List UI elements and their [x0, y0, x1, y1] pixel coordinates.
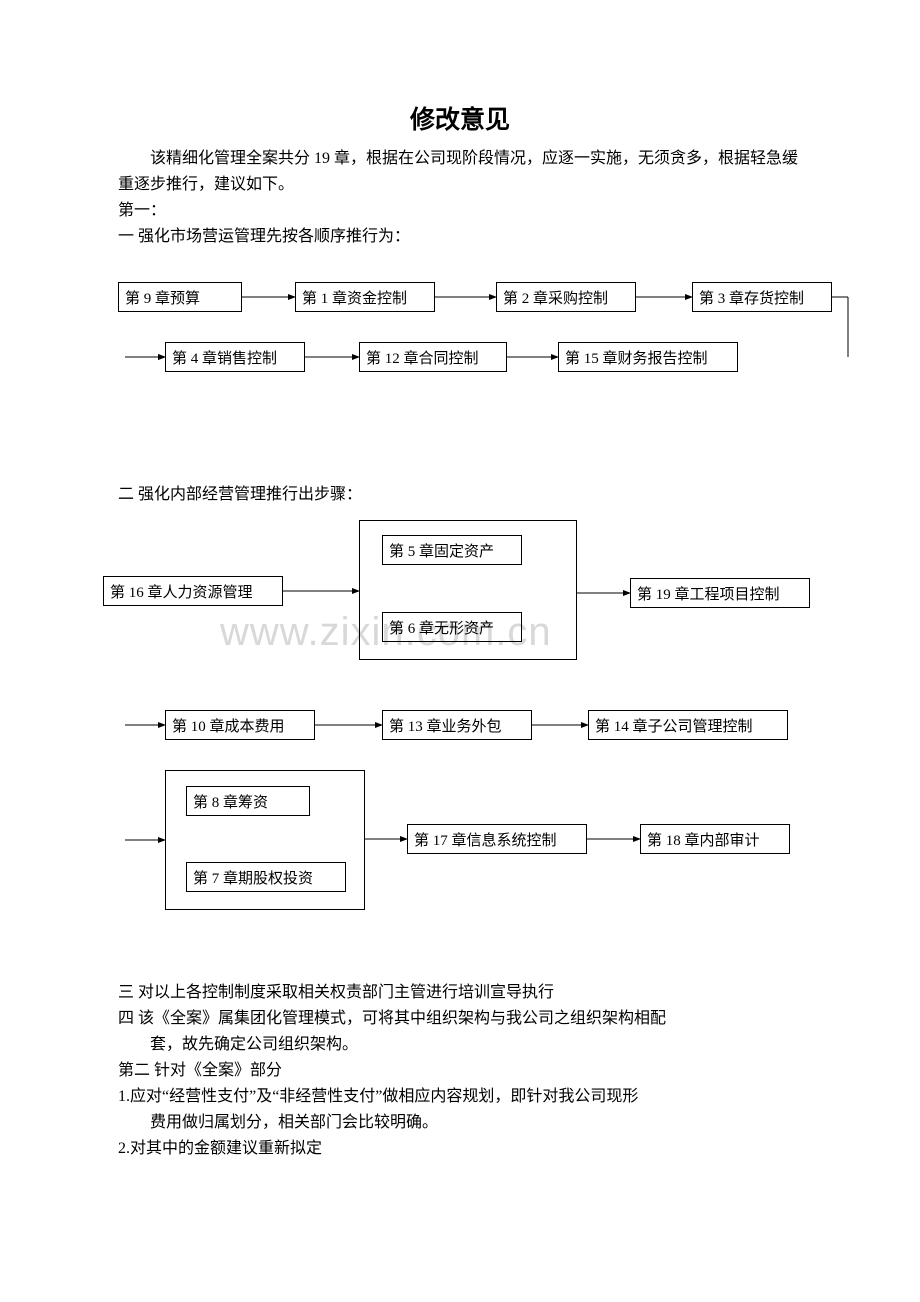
flowchart-node: 第 3 章存货控制	[692, 282, 832, 312]
flowchart-node: 第 19 章工程项目控制	[630, 578, 810, 608]
page-title: 修改意见	[118, 100, 802, 136]
flowchart-node: 第 14 章子公司管理控制	[588, 710, 788, 740]
flowchart-node: 第 16 章人力资源管理	[103, 576, 283, 606]
flowchart-node: 第 13 章业务外包	[382, 710, 532, 740]
part2-item2: 2.对其中的金额建议重新拟定	[118, 1136, 818, 1162]
flowchart-node: 第 12 章合同控制	[359, 342, 507, 372]
flowchart-node: 第 18 章内部审计	[640, 824, 790, 854]
flowchart-node: 第 6 章无形资产	[382, 612, 522, 642]
flowchart-node: 第 15 章财务报告控制	[558, 342, 738, 372]
section1-heading: 一 强化市场营运管理先按各顺序推行为：	[118, 224, 802, 250]
flowchart-node: 第 10 章成本费用	[165, 710, 315, 740]
flowchart-node: 第 7 章期股权投资	[186, 862, 346, 892]
flowchart-node: 第 5 章固定资产	[382, 535, 522, 565]
part2-heading: 第二 针对《全案》部分	[118, 1058, 818, 1084]
section3-text: 三 对以上各控制制度采取相关权责部门主管进行培训宣导执行	[118, 980, 818, 1006]
part2-item1-line1: 1.应对“经营性支付”及“非经营性支付”做相应内容规划，即针对我公司现形	[118, 1084, 818, 1110]
first-marker: 第一：	[118, 198, 802, 224]
section4-line2: 套，故先确定公司组织架构。	[118, 1032, 818, 1058]
flowchart-node: 第 2 章采购控制	[496, 282, 636, 312]
flowchart-node: 第 17 章信息系统控制	[407, 824, 587, 854]
flowchart-node: 第 4 章销售控制	[165, 342, 305, 372]
section2-heading: 二 强化内部经营管理推行出步骤：	[118, 482, 802, 508]
flowchart-node: 第 8 章筹资	[186, 786, 310, 816]
section4-line1: 四 该《全案》属集团化管理模式，可将其中组织架构与我公司之组织架构相配	[118, 1006, 818, 1032]
flowchart-node: 第 9 章预算	[118, 282, 242, 312]
part2-item1-line2: 费用做归属划分，相关部门会比较明确。	[118, 1110, 818, 1136]
intro-paragraph: 该精细化管理全案共分 19 章，根据在公司现阶段情况，应逐一实施，无须贪多，根据…	[118, 146, 802, 198]
flowchart-node: 第 1 章资金控制	[295, 282, 435, 312]
